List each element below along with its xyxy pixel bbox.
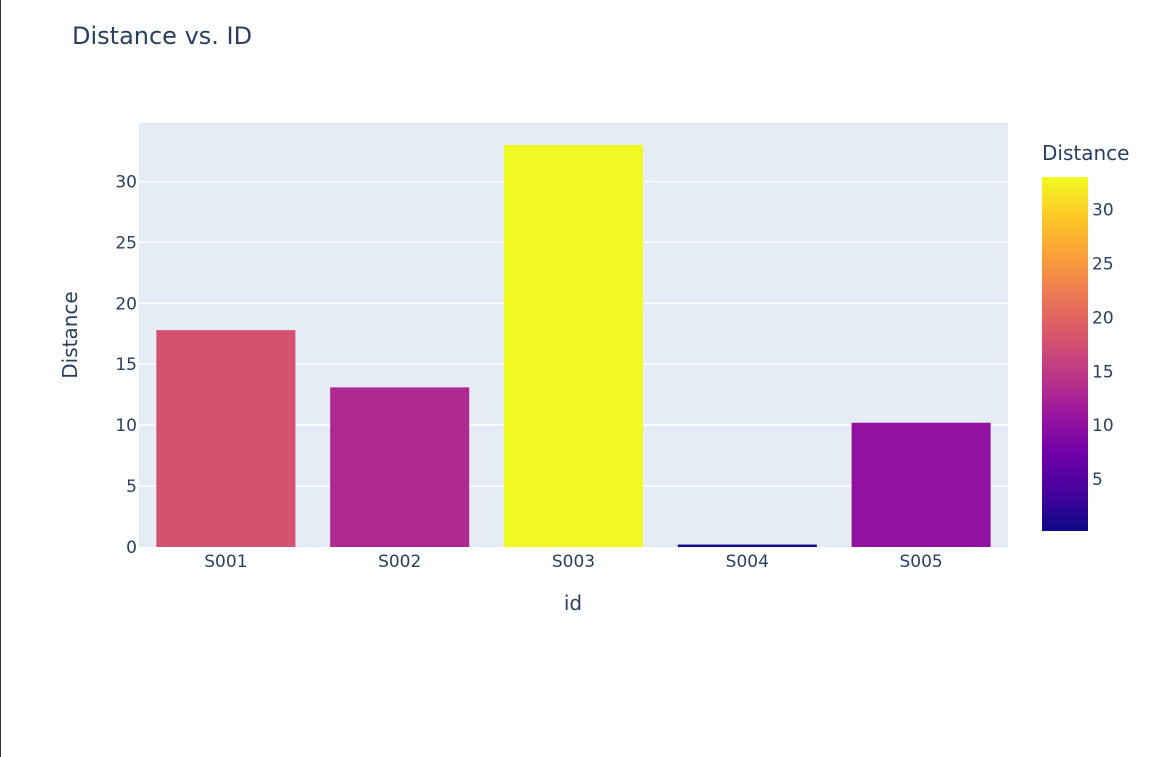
y-axis-title: Distance — [58, 291, 82, 378]
colorbar — [1042, 177, 1088, 531]
colorbar-ticks: 5 10 15 20 25 30 — [1092, 200, 1114, 490]
bar-s002[interactable] — [330, 387, 470, 547]
x-tick-label: S004 — [726, 552, 769, 572]
y-tick-label: 30 — [115, 172, 137, 192]
y-axis-ticks: 0 5 10 15 20 25 30 — [115, 172, 137, 558]
colorbar-tick-label: 10 — [1092, 416, 1114, 436]
y-tick-label: 10 — [115, 416, 137, 436]
bars — [156, 144, 991, 547]
y-tick-label: 25 — [115, 233, 137, 253]
colorbar-tick-label: 30 — [1092, 200, 1114, 220]
bar-s005[interactable] — [851, 422, 991, 547]
x-tick-label: S002 — [378, 552, 421, 572]
x-axis-ticks: S001 S002 S003 S004 S005 — [204, 552, 942, 572]
x-axis-title: id — [564, 591, 582, 615]
y-tick-label: 0 — [126, 538, 137, 558]
colorbar-tick-label: 5 — [1092, 470, 1103, 490]
bar-s001[interactable] — [156, 330, 296, 547]
colorbar-tick-label: 20 — [1092, 308, 1114, 328]
bar-s003[interactable] — [503, 144, 644, 547]
x-tick-label: S005 — [899, 552, 942, 572]
x-tick-label: S001 — [204, 552, 247, 572]
colorbar-tick-label: 25 — [1092, 254, 1114, 274]
colorbar-title: Distance — [1042, 141, 1129, 165]
y-tick-label: 15 — [115, 355, 137, 375]
colorbar-tick-label: 15 — [1092, 362, 1114, 382]
y-tick-label: 5 — [126, 477, 137, 497]
y-tick-label: 20 — [115, 294, 137, 314]
x-tick-label: S003 — [552, 552, 595, 572]
bar-s004[interactable] — [677, 544, 817, 547]
chart-title: Distance vs. ID — [72, 22, 252, 50]
